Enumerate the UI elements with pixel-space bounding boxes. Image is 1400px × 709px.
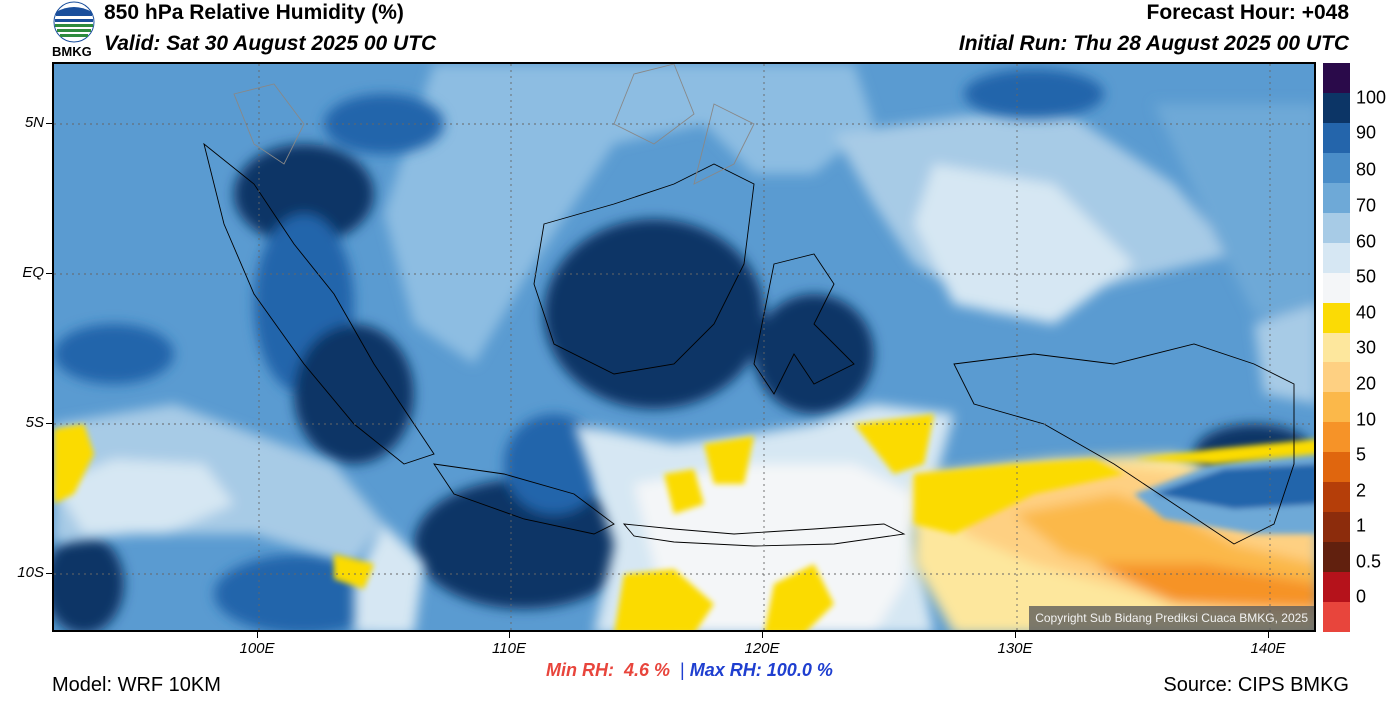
lat-label-5n: 5N xyxy=(24,114,44,131)
colorbar-segment xyxy=(1323,602,1350,633)
initial-run: Initial Run: Thu 28 August 2025 00 UTC xyxy=(958,32,1349,55)
rh-stats: Min RH: 4.6 % | Max RH: 100.0 % xyxy=(546,660,833,681)
colorbar-segment xyxy=(1323,422,1350,453)
colorbar-label: 90 xyxy=(1356,122,1377,143)
lon-tick xyxy=(1015,632,1016,638)
logo-text: BMKG xyxy=(52,44,92,59)
lat-tick xyxy=(46,573,52,574)
colorbar-segment xyxy=(1323,452,1350,483)
colorbar-label: 10 xyxy=(1356,409,1377,430)
lon-label-140e: 140E xyxy=(1250,640,1286,657)
colorbar-label: 30 xyxy=(1356,337,1377,358)
bmkg-logo: BMKG xyxy=(50,0,98,60)
max-rh-label: Max RH: xyxy=(689,660,762,680)
lat-label-5s: 5S xyxy=(25,414,44,431)
colorbar-label: 60 xyxy=(1356,231,1377,252)
lat-tick xyxy=(46,273,52,274)
colorbar-label: 1 xyxy=(1356,515,1367,536)
min-rh-value: 4.6 % xyxy=(624,660,671,680)
lon-tick xyxy=(257,632,258,638)
field-north-light xyxy=(384,64,1314,404)
lat-label-10s: 10S xyxy=(17,564,44,581)
lon-tick xyxy=(1268,632,1269,638)
colorbar-segment xyxy=(1323,332,1350,363)
colorbar-segment xyxy=(1323,392,1350,423)
max-rh-value: 100.0 % xyxy=(766,660,833,680)
copyright-notice: Copyright Sub Bidang Prediksi Cuaca BMKG… xyxy=(1029,606,1314,630)
colorbar-segment xyxy=(1323,242,1350,273)
colorbar-segment xyxy=(1323,302,1350,333)
coastlines xyxy=(203,64,1295,547)
colorbar-label: 0.5 xyxy=(1356,551,1382,572)
map-field xyxy=(54,64,1314,630)
humidity-map: Copyright Sub Bidang Prediksi Cuaca BMKG… xyxy=(52,62,1316,632)
colorbar-label: 50 xyxy=(1356,266,1377,287)
field-yellow-patches xyxy=(54,414,1314,630)
valid-time: Valid: Sat 30 August 2025 00 UTC xyxy=(104,32,437,55)
colorbar-segment xyxy=(1323,92,1350,123)
model-name: Model: WRF 10KM xyxy=(52,674,221,696)
lon-tick xyxy=(762,632,763,638)
field-southeast-moist-tongue xyxy=(1134,444,1314,534)
colorbar-segment xyxy=(1323,542,1350,573)
colorbar-label: 0 xyxy=(1356,586,1367,607)
data-source: Source: CIPS BMKG xyxy=(1163,674,1349,696)
lat-tick xyxy=(46,123,52,124)
lon-label-120e: 120E xyxy=(744,640,780,657)
colorbar-segment xyxy=(1323,482,1350,513)
colorbar-segment xyxy=(1323,362,1350,393)
colorbar-segment xyxy=(1323,272,1350,303)
colorbar-label: 100 xyxy=(1356,87,1387,108)
graticule xyxy=(54,64,1314,630)
forecast-hour: Forecast Hour: +048 xyxy=(1146,1,1350,24)
colorbar-label: 80 xyxy=(1356,159,1377,180)
lon-label-100e: 100E xyxy=(239,640,275,657)
colorbar-segment xyxy=(1323,512,1350,543)
min-rh-label: Min RH: xyxy=(546,660,614,680)
stats-separator: | xyxy=(680,660,685,680)
colorbar-segment xyxy=(1323,122,1350,153)
chart-title: 850 hPa Relative Humidity (%) xyxy=(104,1,404,24)
colorbar xyxy=(1323,63,1350,633)
colorbar-label: 20 xyxy=(1356,373,1377,394)
colorbar-label: 5 xyxy=(1356,444,1367,465)
lon-label-130e: 130E xyxy=(997,640,1033,657)
lon-label-110e: 110E xyxy=(492,640,526,657)
colorbar-label: 40 xyxy=(1356,302,1377,323)
lat-tick xyxy=(46,423,52,424)
colorbar-segment xyxy=(1323,212,1350,243)
lon-tick xyxy=(509,632,510,638)
colorbar-label: 2 xyxy=(1356,480,1367,501)
colorbar-segment xyxy=(1323,63,1350,93)
lat-label-eq: EQ xyxy=(22,264,44,281)
colorbar-segment xyxy=(1323,152,1350,183)
colorbar-segment xyxy=(1323,572,1350,603)
field-southwest-light xyxy=(54,404,424,630)
colorbar-segment xyxy=(1323,182,1350,213)
colorbar-label: 70 xyxy=(1356,195,1377,216)
